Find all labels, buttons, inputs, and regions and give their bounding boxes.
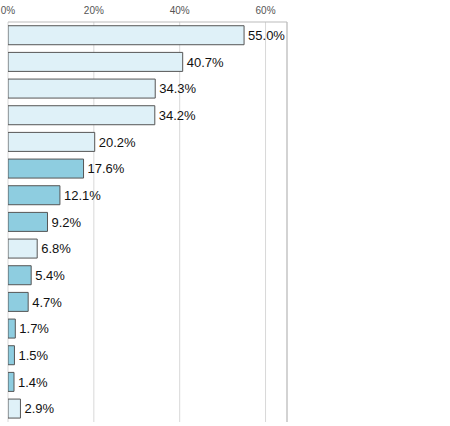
svg-text:5.4%: 5.4% xyxy=(35,268,65,283)
svg-text:20%: 20% xyxy=(84,5,104,16)
svg-text:12.1%: 12.1% xyxy=(64,188,101,203)
svg-text:20.2%: 20.2% xyxy=(99,135,136,150)
svg-text:6.8%: 6.8% xyxy=(41,241,71,256)
svg-text:34.2%: 34.2% xyxy=(159,108,196,123)
svg-text:34.3%: 34.3% xyxy=(159,81,196,96)
svg-text:9.2%: 9.2% xyxy=(51,215,81,230)
svg-text:1.5%: 1.5% xyxy=(18,348,48,363)
svg-text:40.7%: 40.7% xyxy=(187,55,224,70)
svg-text:1.4%: 1.4% xyxy=(18,375,48,390)
svg-text:60%: 60% xyxy=(256,5,276,16)
svg-text:55.0%: 55.0% xyxy=(248,28,285,43)
svg-text:2.9%: 2.9% xyxy=(24,401,54,416)
svg-text:0%: 0% xyxy=(8,5,15,16)
svg-text:1.7%: 1.7% xyxy=(19,321,49,336)
svg-text:40%: 40% xyxy=(170,5,190,16)
svg-text:17.6%: 17.6% xyxy=(88,161,125,176)
svg-text:4.7%: 4.7% xyxy=(32,295,62,310)
